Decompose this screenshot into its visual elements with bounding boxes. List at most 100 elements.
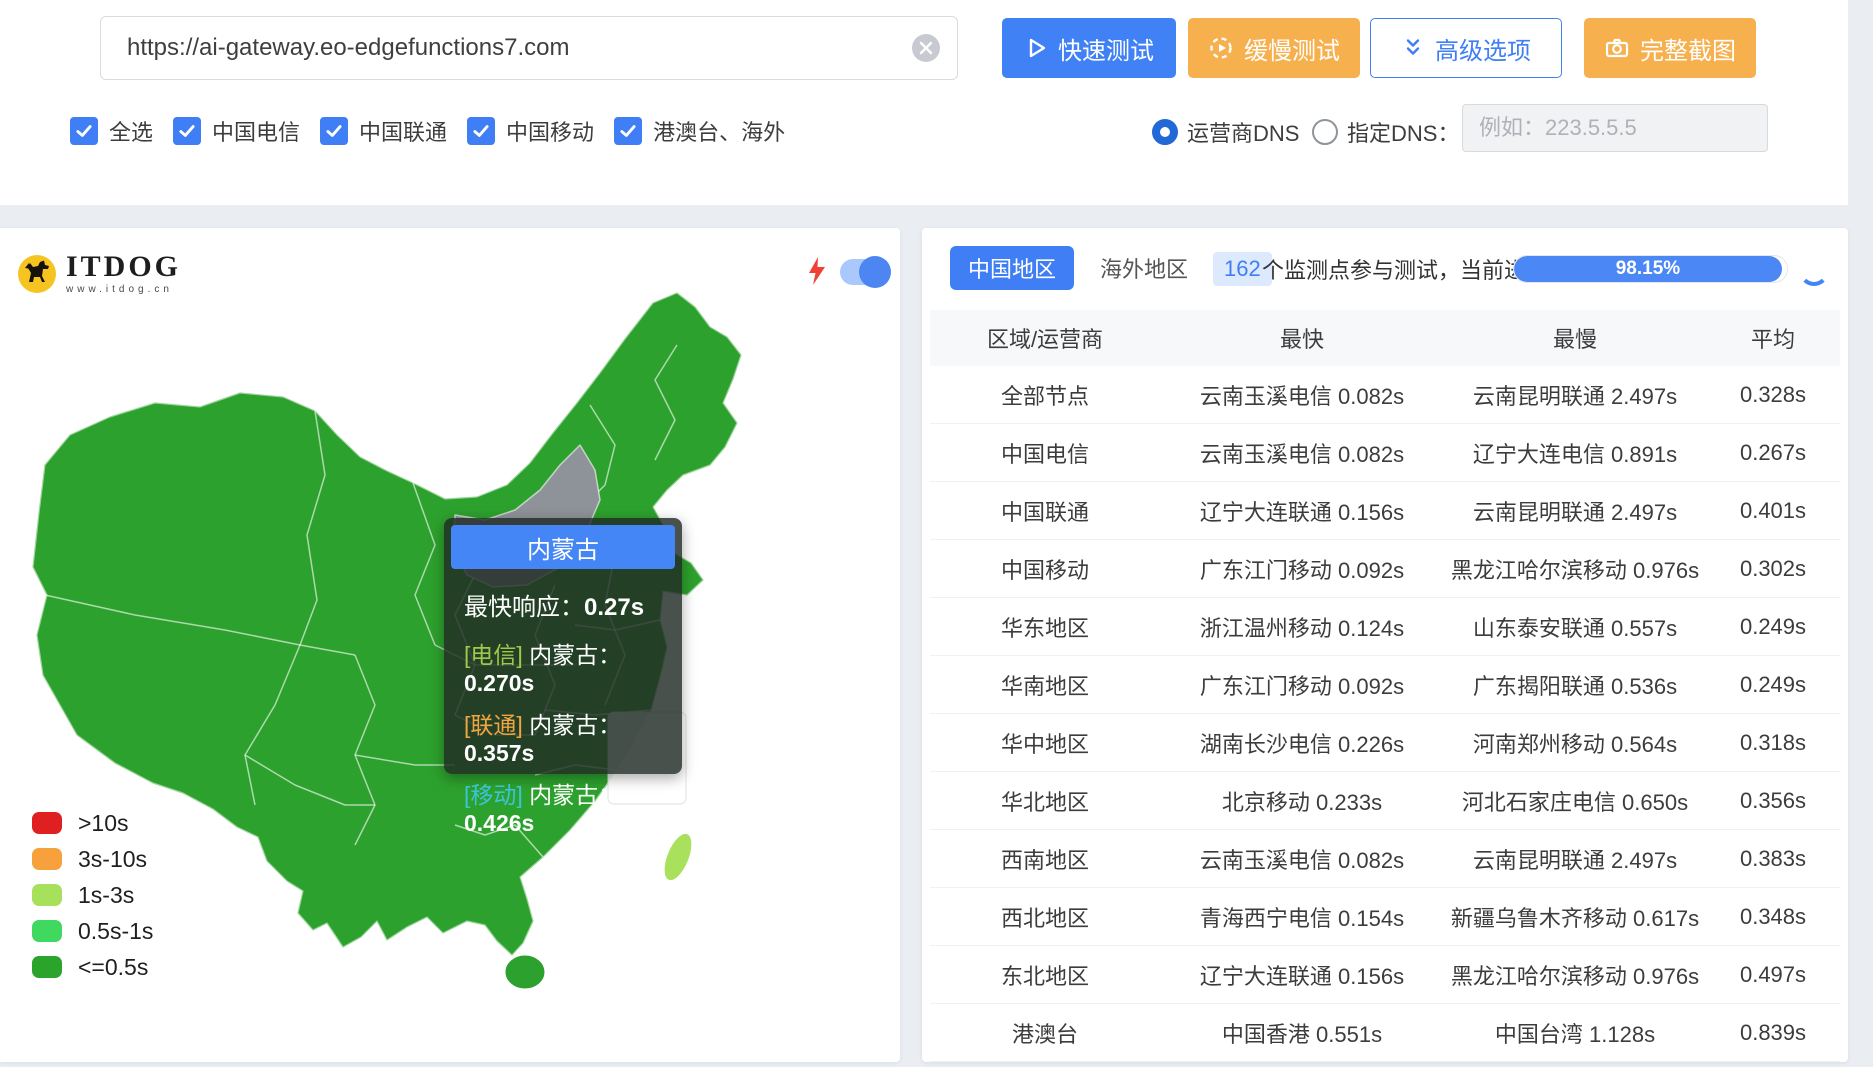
progress-bar-fill: 98.15% [1514, 256, 1782, 282]
table-cell: 0.839s [1739, 1019, 1807, 1045]
table-cell: 辽宁大连联通 0.156s [1199, 499, 1405, 525]
logo-title: ITDOG [66, 250, 182, 283]
toolbar: 快速测试 缓慢测试 高级选项 完整截图 全选 中国电信 中国联通 中国移动 港澳台、海外… [0, 0, 1848, 205]
checkbox-icon[interactable] [614, 117, 643, 145]
table-row: 华南地区 广东江门移动 0.092s 广东揭阳联通 0.536s 0.249s [930, 656, 1840, 714]
table-cell: 西北地区 [1000, 905, 1089, 931]
itdog-logo: ITDOG www.itdog.cn [16, 252, 181, 295]
url-input-wrapper [100, 16, 958, 80]
tooltip-row-1: [联通] 内蒙古：0.357s [464, 712, 622, 766]
table-cell: 河北石家庄电信 0.650s [1461, 789, 1689, 815]
slow-test-label: 缓慢测试 [1244, 37, 1340, 65]
tab-china-region[interactable]: 中国地区 [950, 246, 1075, 290]
lightning-icon [809, 257, 825, 285]
filter-checkbox-0[interactable]: 全选 [70, 115, 153, 147]
checkbox-label: 全选 [109, 120, 154, 145]
checkbox-label: 中国移动 [506, 120, 595, 145]
table-cell: 辽宁大连联通 0.156s [1199, 963, 1405, 989]
table-cell: 华北地区 [1000, 789, 1089, 815]
table-row: 西北地区 青海西宁电信 0.154s 新疆乌鲁木齐移动 0.617s 0.348s [930, 888, 1840, 946]
filter-checkbox-4[interactable]: 港澳台、海外 [614, 115, 785, 147]
legend-label: >10s [78, 809, 129, 836]
table-header-cell: 最慢 [1552, 327, 1597, 352]
checkbox-icon[interactable] [467, 117, 496, 145]
checkbox-icon[interactable] [173, 117, 202, 145]
table-row: 中国电信 云南玉溪电信 0.082s 辽宁大连电信 0.891s 0.267s [930, 424, 1840, 482]
custom-dns-input[interactable] [1462, 104, 1768, 152]
table-cell: 云南昆明联通 2.497s [1472, 499, 1678, 525]
logo-subtitle: www.itdog.cn [66, 284, 173, 295]
table-cell: 中国电信 [1000, 441, 1089, 467]
table-cell: 云南玉溪电信 0.082s [1199, 383, 1405, 409]
results-header: 中国地区 海外地区 162 个监测点参与测试，当前进度： 98.15% [922, 228, 1848, 310]
table-cell: 0.328s [1739, 381, 1807, 407]
filter-checkbox-1[interactable]: 中国电信 [173, 115, 300, 147]
table-cell: 0.267s [1739, 439, 1807, 465]
tab-overseas-region[interactable]: 海外地区 [1100, 257, 1189, 282]
legend-item-3: 0.5s-1s [32, 913, 153, 949]
map-tooltip: 内蒙古 最快响应：0.27s [电信] 内蒙古：0.270s [联通] 内蒙古：0… [444, 518, 682, 836]
legend-item-2: 1s-3s [32, 877, 153, 913]
filter-checkbox-2[interactable]: 中国联通 [320, 115, 447, 147]
table-cell: 0.401s [1739, 497, 1807, 523]
quick-test-button[interactable]: 快速测试 [1002, 18, 1176, 78]
table-cell: 云南昆明联通 2.497s [1472, 847, 1678, 873]
quick-test-label: 快速测试 [1058, 37, 1154, 65]
carrier-dns-radio[interactable] [1152, 119, 1178, 145]
legend-label: 3s-10s [78, 845, 148, 872]
tooltip-carrier-rows: [电信] 内蒙古：0.270s [联通] 内蒙古：0.357s [移动] 内蒙古：0… [444, 636, 682, 837]
map-animation-toggle[interactable] [840, 256, 891, 288]
legend-swatch [32, 812, 62, 834]
table-cell: 中国台湾 1.128s [1494, 1021, 1656, 1047]
carrier-filter-row: 全选 中国电信 中国联通 中国移动 港澳台、海外 [70, 114, 785, 148]
map-panel: ITDOG www.itdog.cn [0, 228, 900, 1062]
custom-dns-option[interactable]: 指定DNS： [1312, 116, 1459, 148]
table-cell: 山东泰安联通 0.557s [1472, 615, 1678, 641]
table-cell: 中国移动 [1000, 557, 1089, 583]
checkbox-icon[interactable] [70, 117, 98, 145]
monitor-count-badge: 162 [1213, 252, 1272, 286]
legend-swatch [32, 884, 62, 906]
table-cell: 华南地区 [1000, 673, 1089, 699]
table-row: 全部节点 云南玉溪电信 0.082s 云南昆明联通 2.497s 0.328s [930, 366, 1840, 424]
tooltip-row-2: [移动] 内蒙古：0.426s [464, 782, 622, 836]
slow-test-button[interactable]: 缓慢测试 [1188, 18, 1360, 78]
results-table-body: 全部节点 云南玉溪电信 0.082s 云南昆明联通 2.497s 0.328s 中国电信… [930, 366, 1840, 1062]
table-cell: 0.249s [1739, 671, 1807, 697]
table-cell: 广东江门移动 0.092s [1199, 673, 1405, 699]
table-row: 华北地区 北京移动 0.233s 河北石家庄电信 0.650s 0.356s [930, 772, 1840, 830]
table-header-cell: 最快 [1279, 327, 1324, 352]
checkbox-icon[interactable] [320, 117, 349, 145]
url-input[interactable] [100, 16, 958, 80]
results-table-header: 区域/运营商 最快 最慢 平均 [930, 310, 1840, 366]
table-cell: 新疆乌鲁木齐移动 0.617s [1450, 905, 1700, 931]
map-legend: >10s 3s-10s 1s-3s 0.5s-1s <=0.5s [32, 805, 153, 985]
table-header-cell: 区域/运营商 [986, 327, 1104, 352]
clear-url-icon[interactable] [912, 34, 940, 62]
full-screenshot-button[interactable]: 完整截图 [1584, 18, 1756, 78]
tooltip-region-title: 内蒙古 [451, 525, 675, 569]
results-panel: 中国地区 海外地区 162 个监测点参与测试，当前进度： 98.15% 区域/运… [922, 228, 1848, 1062]
advanced-options-button[interactable]: 高级选项 [1370, 18, 1562, 78]
table-cell: 河南郑州移动 0.564s [1472, 731, 1678, 757]
table-row: 港澳台 中国香港 0.551s 中国台湾 1.128s 0.839s [930, 1004, 1840, 1062]
table-cell: 全部节点 [1000, 383, 1089, 409]
checkbox-label: 中国联通 [359, 120, 448, 145]
province-hainan [504, 954, 546, 990]
custom-dns-radio[interactable] [1312, 119, 1338, 145]
legend-swatch [32, 956, 62, 978]
tooltip-row-0: [电信] 内蒙古：0.270s [464, 642, 622, 696]
filter-checkbox-3[interactable]: 中国移动 [467, 115, 594, 147]
results-table: 区域/运营商 最快 最慢 平均 全部节点 云南玉溪电信 0.082s 云南昆明联通 2.4… [930, 310, 1840, 1062]
slow-play-icon [1210, 37, 1232, 59]
loading-spinner-icon [1799, 256, 1829, 286]
table-row: 东北地区 辽宁大连联通 0.156s 黑龙江哈尔滨移动 0.976s 0.497s [930, 946, 1840, 1004]
table-cell: 青海西宁电信 0.154s [1199, 905, 1405, 931]
play-icon [1029, 38, 1046, 58]
table-cell: 港澳台 [1011, 1021, 1078, 1047]
table-cell: 0.249s [1739, 613, 1807, 639]
table-cell: 广东江门移动 0.092s [1199, 557, 1405, 583]
table-cell: 中国香港 0.551s [1221, 1021, 1383, 1047]
carrier-dns-option[interactable]: 运营商DNS [1152, 116, 1299, 148]
legend-label: 1s-3s [78, 881, 135, 908]
